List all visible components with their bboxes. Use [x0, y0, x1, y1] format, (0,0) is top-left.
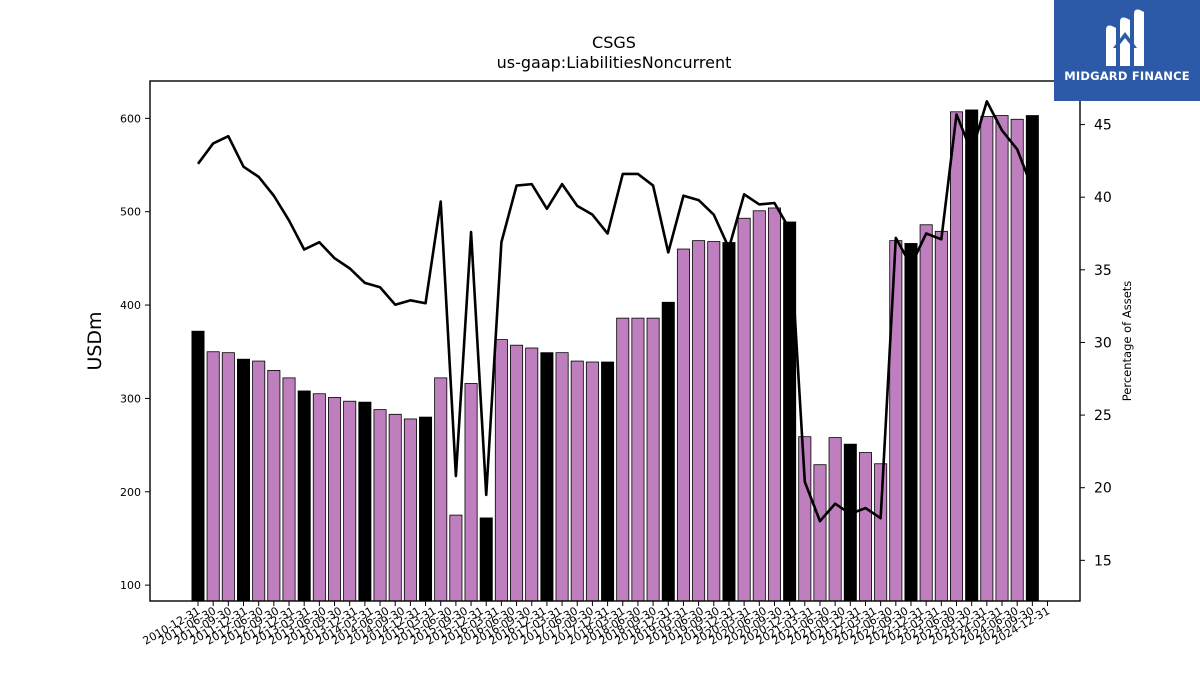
- bar: [601, 361, 615, 602]
- bar: [403, 418, 417, 602]
- bar: [312, 393, 326, 602]
- bar: [449, 514, 463, 602]
- y-tick-label: 400: [120, 299, 141, 312]
- chart-subtitle: us-gaap:LiabilitiesNoncurrent: [497, 53, 732, 72]
- y2-tick-label: 45: [1094, 118, 1112, 134]
- y2-tick-label: 25: [1094, 408, 1112, 424]
- bar: [692, 240, 706, 602]
- y2-tick-label: 20: [1094, 481, 1112, 497]
- bar: [858, 452, 872, 602]
- y2-tick-label: 40: [1094, 190, 1112, 206]
- logo-mark-icon: [1106, 9, 1144, 66]
- bar: [206, 351, 220, 602]
- bar: [555, 352, 569, 602]
- bar: [328, 397, 342, 602]
- bar: [1010, 118, 1024, 602]
- x-axis: 2010-12-312011-06-302011-09-302011-12-31…: [141, 601, 1052, 648]
- percentage-line: [196, 100, 1034, 523]
- bar: [373, 409, 387, 602]
- bar: [358, 401, 372, 602]
- bar: [237, 358, 251, 602]
- bar: [722, 242, 736, 602]
- bar: [934, 230, 948, 602]
- y-axis-right: 15 20 25 30 35 40 45: [1080, 118, 1112, 569]
- y-tick-label: 500: [120, 206, 141, 219]
- bar: [843, 443, 857, 602]
- y-tick-label: 100: [120, 579, 141, 592]
- y-tick-label: 600: [120, 112, 141, 125]
- midgard-finance-logo: MIDGARD FINANCE: [1054, 0, 1200, 101]
- bar: [737, 217, 751, 602]
- bar: [434, 377, 448, 602]
- bar: [570, 360, 584, 602]
- y2-tick-label: 35: [1094, 263, 1112, 279]
- y-tick-label: 300: [120, 392, 141, 405]
- bar: [828, 437, 842, 602]
- y2-tick-label: 30: [1094, 335, 1112, 351]
- bar: [494, 339, 508, 602]
- bar: [252, 360, 266, 602]
- bar-series: [191, 109, 1039, 602]
- bar: [661, 301, 675, 602]
- bar: [646, 317, 660, 602]
- bar: [540, 352, 554, 602]
- bar: [813, 464, 827, 602]
- bar: [631, 317, 645, 602]
- bar: [752, 210, 766, 602]
- line-series: [196, 100, 1034, 523]
- chart-title: CSGS: [592, 33, 636, 52]
- bar: [585, 361, 599, 602]
- bar: [874, 463, 888, 602]
- bar: [767, 207, 781, 602]
- bar: [191, 330, 205, 602]
- bar: [995, 115, 1009, 602]
- bar: [965, 109, 979, 602]
- bar: [616, 317, 630, 602]
- plot-frame: [149, 80, 1081, 602]
- bar: [525, 347, 539, 602]
- logo-text: MIDGARD FINANCE: [1064, 69, 1190, 83]
- bar: [904, 243, 918, 602]
- bar: [980, 116, 994, 602]
- bar: [510, 344, 524, 602]
- y-axis-label: USDm: [84, 311, 106, 370]
- y-axis-left: 100 200 300 400 500 600: [120, 112, 150, 592]
- bar: [676, 248, 690, 602]
- y2-tick-label: 15: [1094, 553, 1112, 569]
- bar: [297, 390, 311, 602]
- bar: [343, 400, 357, 602]
- y2-axis-label: Percentage of Assets: [1120, 281, 1134, 402]
- bar: [267, 370, 281, 602]
- bar: [419, 416, 433, 602]
- bar: [707, 241, 721, 602]
- bar: [479, 517, 493, 602]
- bar: [950, 111, 964, 602]
- bar: [282, 377, 296, 602]
- bar: [464, 383, 478, 602]
- y-tick-label: 200: [120, 486, 141, 499]
- bar: [388, 413, 402, 602]
- bar: [221, 352, 235, 602]
- bar: [919, 224, 933, 602]
